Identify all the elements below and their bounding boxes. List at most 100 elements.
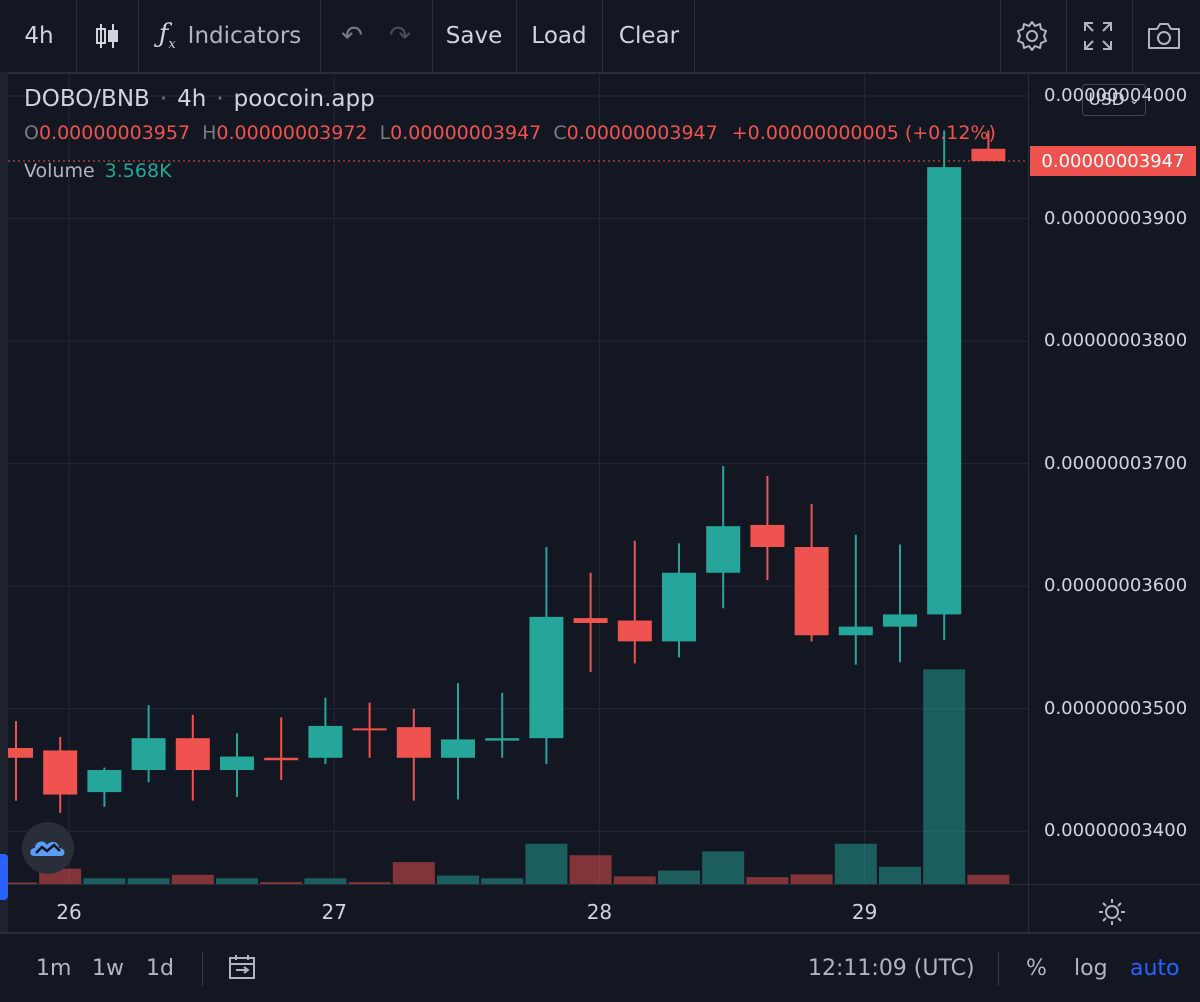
expand-icon bbox=[1084, 22, 1112, 50]
candle-body bbox=[883, 614, 917, 627]
toolbar-divider bbox=[516, 0, 517, 72]
axis-settings-sun-icon[interactable] bbox=[1096, 896, 1128, 928]
legend-source: poocoin.app bbox=[233, 86, 375, 112]
low-label: L bbox=[379, 122, 391, 144]
volume-bar bbox=[216, 878, 258, 884]
price-tick-label: 0.00000004000 bbox=[1044, 85, 1188, 107]
legend-dot: · bbox=[216, 86, 224, 112]
indicators-button[interactable]: ƒx Indicators bbox=[150, 0, 310, 72]
toolbar-divider bbox=[1000, 0, 1001, 72]
settings-gear-icon[interactable] bbox=[1004, 0, 1060, 72]
current-price-tag: 0.00000003947 bbox=[1030, 146, 1196, 176]
time-axis-border bbox=[8, 884, 1200, 885]
log-scale-toggle[interactable]: log bbox=[1074, 955, 1108, 981]
price-tick-label: 0.00000003400 bbox=[1044, 820, 1188, 842]
candle-body bbox=[264, 757, 299, 761]
symbol-name[interactable]: DOBO/BNB bbox=[24, 86, 150, 112]
redo-icon[interactable]: ↷ bbox=[389, 21, 411, 51]
legend-interval: 4h bbox=[177, 86, 207, 112]
high-label: H bbox=[202, 122, 217, 144]
volume-bar bbox=[923, 669, 966, 884]
chart-legend-title: DOBO/BNB · 4h · poocoin.app bbox=[24, 86, 375, 112]
volume-bar bbox=[525, 843, 568, 884]
volume-bar bbox=[481, 878, 524, 884]
goto-date-icon[interactable] bbox=[226, 934, 258, 1002]
ohlc-values: O0.00000003957 H0.00000003972 L0.0000000… bbox=[24, 122, 996, 144]
toolbar-divider bbox=[1132, 0, 1133, 72]
load-button[interactable]: Load bbox=[531, 23, 587, 49]
clear-button[interactable]: Clear bbox=[618, 23, 680, 49]
volume-legend: Volume 3.568K bbox=[24, 160, 172, 182]
toolbar-divider bbox=[602, 0, 603, 72]
range-1d-button[interactable]: 1d bbox=[146, 955, 174, 981]
price-axis-border bbox=[1028, 74, 1029, 932]
left-panel-tab[interactable] bbox=[0, 854, 8, 900]
legend-dot: · bbox=[159, 86, 168, 112]
candle-body bbox=[971, 148, 1006, 162]
candle-body bbox=[573, 618, 608, 623]
toolbar-divider bbox=[694, 0, 695, 72]
volume-bar bbox=[437, 875, 479, 884]
time-tick-label: 28 bbox=[586, 900, 613, 924]
tradingview-logo[interactable] bbox=[22, 822, 74, 874]
bottom-divider bbox=[202, 952, 203, 986]
toolbar-divider bbox=[76, 0, 77, 72]
bottom-divider bbox=[998, 952, 999, 986]
volume-bar bbox=[879, 866, 921, 884]
candle-body bbox=[485, 738, 520, 741]
currency-select[interactable]: USD ⌄ bbox=[1082, 84, 1146, 116]
volume-bar bbox=[569, 855, 612, 884]
range-1m-button[interactable]: 1m bbox=[36, 955, 72, 981]
candle-body bbox=[529, 616, 564, 739]
close-value: 0.00000003947 bbox=[566, 122, 718, 144]
time-tick-label: 27 bbox=[321, 900, 347, 924]
chevron-down-icon: ⌄ bbox=[1128, 92, 1140, 108]
volume-bar bbox=[702, 851, 745, 884]
toolbar-divider bbox=[432, 0, 433, 72]
auto-scale-toggle[interactable]: auto bbox=[1130, 955, 1180, 981]
indicators-label: Indicators bbox=[187, 23, 302, 49]
low-value: 0.00000003947 bbox=[390, 122, 542, 144]
candle-body bbox=[794, 547, 829, 636]
candle-body bbox=[220, 756, 254, 771]
volume-bar bbox=[746, 877, 789, 884]
candle-body bbox=[131, 738, 166, 771]
volume-bar bbox=[348, 882, 391, 884]
bottom-toolbar: 1m 1w 1d 12:11:09 (UTC) % log auto bbox=[0, 932, 1200, 1002]
volume-bar bbox=[613, 876, 656, 884]
volume-bar bbox=[304, 878, 347, 884]
high-value: 0.00000003972 bbox=[216, 122, 368, 144]
utc-clock[interactable]: 12:11:09 (UTC) bbox=[808, 955, 975, 981]
candle-body bbox=[396, 727, 431, 758]
camera-icon bbox=[1148, 23, 1180, 49]
price-tick-label: 0.00000003800 bbox=[1044, 330, 1188, 352]
gear-icon bbox=[1017, 21, 1047, 51]
sun-icon bbox=[1099, 899, 1125, 925]
price-tick-label: 0.00000003500 bbox=[1044, 697, 1188, 719]
price-tick-label: 0.00000003600 bbox=[1044, 575, 1188, 597]
interval-button[interactable]: 4h bbox=[24, 23, 54, 49]
save-button[interactable]: Save bbox=[445, 23, 503, 49]
volume-bar bbox=[658, 870, 700, 884]
percent-scale-toggle[interactable]: % bbox=[1026, 955, 1047, 981]
volume-bar bbox=[260, 882, 303, 884]
screenshot-camera-icon[interactable] bbox=[1136, 0, 1192, 72]
candle-body bbox=[927, 167, 962, 615]
candle-body bbox=[706, 526, 741, 573]
range-1w-button[interactable]: 1w bbox=[92, 955, 124, 981]
volume-bar bbox=[790, 874, 833, 884]
volume-value: 3.568K bbox=[104, 160, 172, 182]
candle-body bbox=[838, 626, 873, 636]
volume-bar bbox=[171, 874, 214, 884]
candle-body bbox=[750, 524, 785, 548]
volume-bar bbox=[127, 878, 170, 884]
fullscreen-icon[interactable] bbox=[1070, 0, 1126, 72]
close-label: C bbox=[553, 122, 567, 144]
candle-body bbox=[43, 750, 78, 795]
undo-icon[interactable]: ↶ bbox=[341, 21, 363, 51]
price-tick-label: 0.00000003700 bbox=[1044, 452, 1188, 474]
candles-chart-type-icon[interactable] bbox=[82, 0, 132, 72]
top-toolbar: 4h ƒx Indicators ↶ ↷ Save Load Clear bbox=[0, 0, 1200, 74]
open-value: 0.00000003957 bbox=[38, 122, 191, 144]
